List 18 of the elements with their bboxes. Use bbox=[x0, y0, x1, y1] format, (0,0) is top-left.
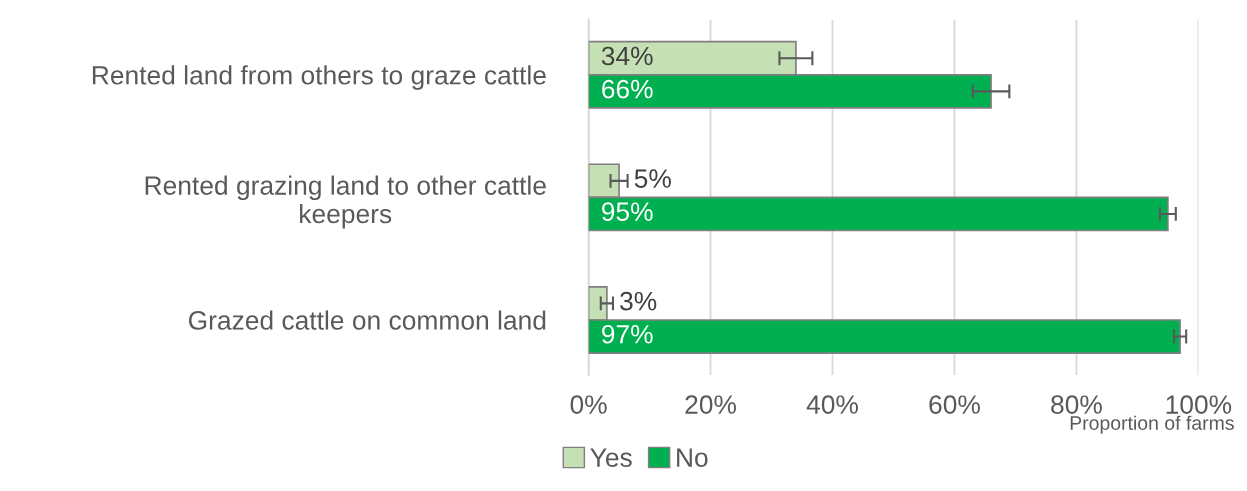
y-tick-label: Grazed cattle on common land bbox=[188, 310, 546, 330]
legend-label: No bbox=[677, 448, 708, 467]
x-tick-label: 80% bbox=[1051, 395, 1102, 414]
y-tick-label: Rented land from others to graze cattle bbox=[92, 65, 546, 90]
legend-label: Yes bbox=[590, 448, 632, 467]
data-label: 3% bbox=[620, 291, 657, 311]
data-label: 5% bbox=[634, 169, 671, 188]
y-tick-label: Rented grazing land to other cattle keepers bbox=[145, 175, 546, 229]
data-label: 66% bbox=[602, 79, 653, 99]
x-tick-label: 40% bbox=[806, 395, 858, 414]
x-axis-title: Proportion of farms bbox=[1070, 415, 1234, 434]
x-tick-label: 0% bbox=[570, 395, 607, 414]
data-label: 34% bbox=[601, 46, 653, 66]
x-tick-label: 20% bbox=[685, 395, 737, 414]
data-label: 95% bbox=[602, 202, 653, 222]
x-tick-label: 60% bbox=[929, 395, 980, 414]
x-tick-label: 100% bbox=[1166, 395, 1232, 414]
data-label: 97% bbox=[602, 324, 653, 344]
